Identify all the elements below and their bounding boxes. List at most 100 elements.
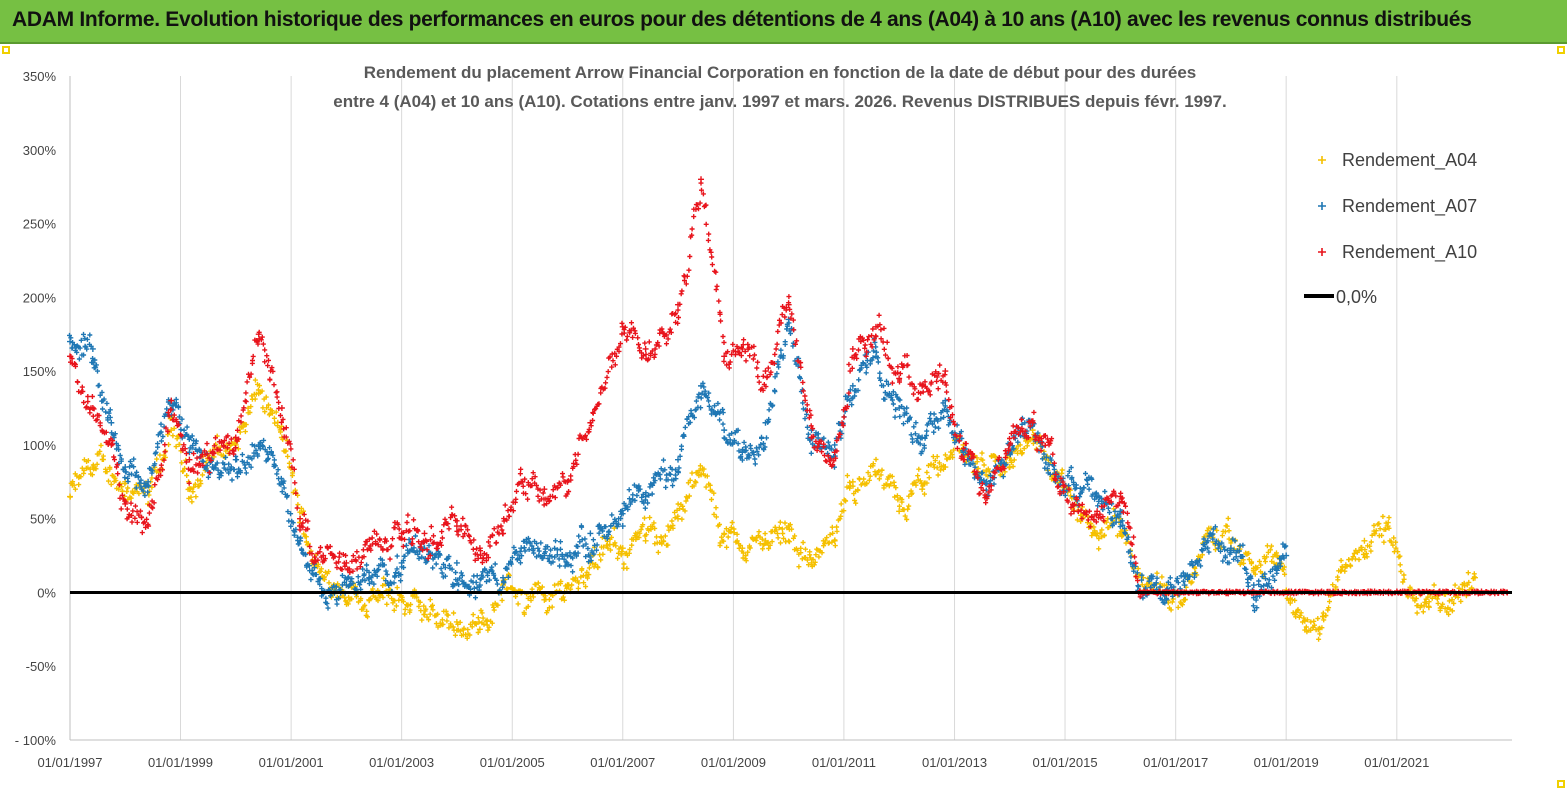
data-point <box>366 596 373 603</box>
data-point <box>366 574 373 581</box>
data-point <box>872 471 879 478</box>
data-point <box>145 523 152 530</box>
data-point <box>421 530 428 537</box>
data-point <box>1315 626 1322 633</box>
chart-title: Rendement du placement Arrow Financial C… <box>364 63 1196 82</box>
data-point <box>739 345 746 352</box>
data-point <box>1449 596 1456 603</box>
data-point <box>453 559 460 566</box>
x-tick-label: 01/01/1997 <box>37 755 102 770</box>
data-point <box>1250 582 1257 589</box>
x-tick-label: 01/01/2003 <box>369 755 434 770</box>
data-point <box>67 493 73 500</box>
data-point <box>1227 545 1234 552</box>
data-point <box>919 486 926 493</box>
data-point <box>122 464 129 471</box>
data-point <box>476 626 483 633</box>
data-point <box>453 523 460 530</box>
data-point <box>398 530 405 537</box>
x-tick-label: 01/01/2021 <box>1364 755 1429 770</box>
data-point <box>587 419 594 426</box>
data-point <box>320 574 327 581</box>
data-point <box>518 478 525 485</box>
legend-marker <box>1318 248 1326 256</box>
legend-label: Rendement_A07 <box>1342 196 1477 217</box>
y-tick-label: -50% <box>26 659 57 674</box>
y-tick-label: 100% <box>23 438 57 453</box>
header-banner: ADAM Informe. Evolution historique des p… <box>0 0 1567 44</box>
data-point <box>1425 604 1432 611</box>
data-point <box>518 545 525 552</box>
x-tick-label: 01/01/2015 <box>1032 755 1097 770</box>
data-point <box>721 427 728 434</box>
data-point <box>122 500 129 507</box>
data-point <box>1181 596 1188 603</box>
data-point <box>619 523 626 530</box>
data-point <box>297 515 304 522</box>
data-point <box>255 390 262 397</box>
data-point <box>785 523 792 530</box>
x-tick-label: 01/01/2017 <box>1143 755 1208 770</box>
data-point <box>500 530 507 537</box>
data-point <box>1283 552 1290 559</box>
x-tick-label: 01/01/2019 <box>1254 755 1319 770</box>
data-point <box>89 345 96 352</box>
data-point <box>186 456 193 463</box>
data-point <box>721 530 728 537</box>
data-point <box>186 486 193 493</box>
data-point <box>896 375 903 382</box>
data-point <box>619 323 626 330</box>
series-marks <box>67 377 1477 642</box>
data-point <box>255 331 262 338</box>
data-point <box>919 382 926 389</box>
data-point <box>1094 508 1101 515</box>
data-point <box>421 611 428 618</box>
data-point <box>145 500 152 507</box>
y-tick-label: 150% <box>23 364 57 379</box>
data-point <box>1273 552 1280 559</box>
x-tick-label: 01/01/2005 <box>480 755 545 770</box>
legend-label: 0,0% <box>1336 287 1377 307</box>
data-point <box>1338 567 1345 574</box>
data-point <box>366 545 373 552</box>
data-point <box>1052 471 1059 478</box>
data-point <box>67 353 73 360</box>
data-point <box>168 427 175 434</box>
y-tick-label: 350% <box>23 69 57 84</box>
data-point <box>675 301 682 308</box>
y-tick-label: 50% <box>30 512 56 527</box>
data-point <box>564 582 571 589</box>
x-tick-label: 01/01/2011 <box>812 755 876 770</box>
data-point <box>587 530 594 537</box>
data-point <box>1163 596 1170 603</box>
legend-marker <box>1318 202 1326 210</box>
data-point <box>642 345 649 352</box>
data-point <box>831 537 838 544</box>
data-point <box>872 353 879 360</box>
data-point <box>762 368 769 375</box>
data-point <box>186 449 193 456</box>
data-point <box>739 545 746 552</box>
data-point <box>849 345 856 352</box>
data-point <box>849 382 856 389</box>
data-point <box>1117 493 1124 500</box>
chart-title: entre 4 (A04) et 10 ans (A10). Cotations… <box>333 92 1227 111</box>
legend-label: Rendement_A04 <box>1342 150 1477 171</box>
data-point <box>1029 419 1036 426</box>
data-point <box>297 537 304 544</box>
x-tick-label: 01/01/2009 <box>701 755 766 770</box>
data-point <box>1292 611 1299 618</box>
corner-handle <box>2 46 10 54</box>
data-point <box>232 456 239 463</box>
data-point <box>808 559 815 566</box>
data-point <box>942 464 949 471</box>
data-point <box>919 434 926 441</box>
data-point <box>983 493 990 500</box>
data-point <box>1094 530 1101 537</box>
data-point <box>168 397 175 404</box>
data-point <box>398 559 405 566</box>
data-point <box>476 582 483 589</box>
series-marks <box>68 180 1510 600</box>
data-point <box>398 596 405 603</box>
data-point <box>1384 523 1391 530</box>
